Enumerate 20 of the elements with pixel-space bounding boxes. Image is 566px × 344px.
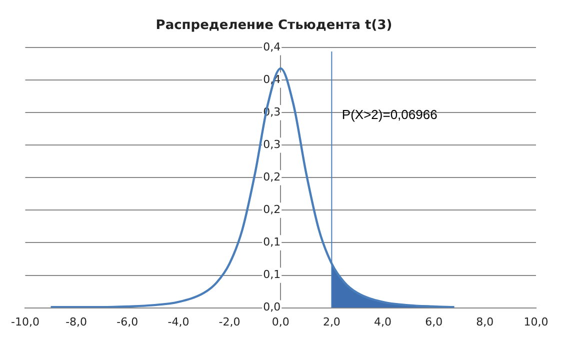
x-tick-label: -4,0 — [168, 315, 190, 328]
annotation: P(X>2)=0,06966 — [342, 106, 438, 122]
x-tick-label: 8,0 — [476, 315, 494, 328]
x-tick-label: 0,0 — [272, 315, 290, 328]
x-tick-label: 10,0 — [524, 315, 548, 328]
x-tick-label: 2,0 — [322, 315, 340, 328]
x-tick-label: -10,0 — [10, 315, 40, 328]
y-tick-label: 0,1 — [263, 236, 281, 249]
y-tick-label: 0,2 — [263, 203, 281, 216]
x-tick-label: -2,0 — [218, 315, 240, 328]
chart-title: Распределение Стьюдента t(3) — [156, 18, 392, 34]
y-tick-label: 0,4 — [263, 40, 281, 54]
y-tick-label: 0,1 — [263, 268, 281, 282]
x-tick-label: 6,0 — [425, 315, 443, 328]
x-tick-label: -8,0 — [66, 315, 88, 328]
y-tick-label: 0,3 — [263, 138, 281, 152]
x-tick-label: -6,0 — [116, 315, 138, 328]
y-tick-label: 0,2 — [263, 170, 281, 184]
x-tick-label: 4,0 — [374, 315, 392, 328]
y-tick-label: 0,0 — [263, 300, 281, 314]
